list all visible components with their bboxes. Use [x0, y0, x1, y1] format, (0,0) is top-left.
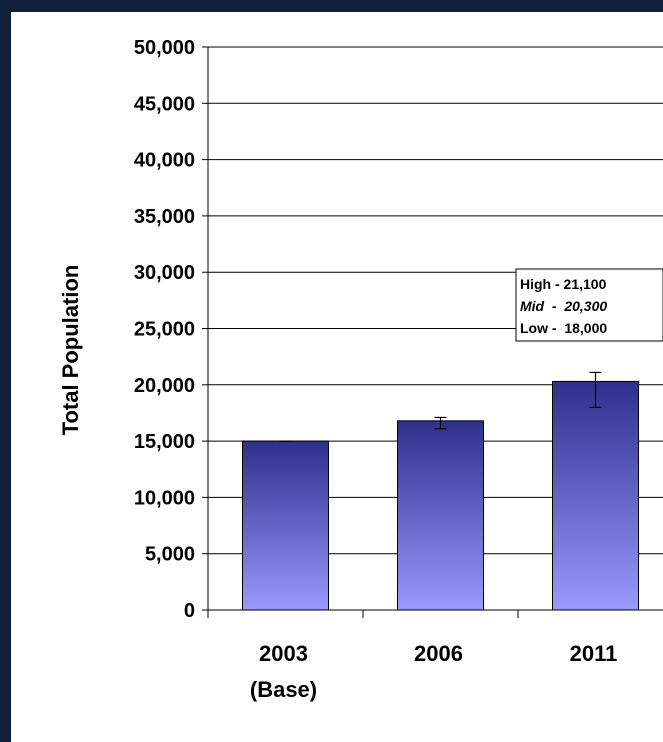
note-high: High - 21,100: [520, 276, 607, 292]
note-mid: Mid - 20,300: [520, 298, 607, 314]
axes: [207, 47, 663, 618]
bar-2011: [552, 380, 639, 611]
y-tick-label: 45,000: [134, 93, 195, 115]
bar-2003: [242, 440, 329, 611]
x-category-label: 2006: [414, 641, 463, 666]
y-tick-label: 15,000: [134, 431, 195, 453]
y-tick-label: 10,000: [134, 487, 195, 509]
error-bars: [279, 371, 602, 442]
bar-2006: [397, 420, 484, 611]
chart-frame: 0 5,000 10,000 15,000 20,000 25,000 30,000 35,0…: [11, 12, 663, 742]
y-tick-label: 40,000: [134, 150, 195, 172]
x-category-label: 2003: [259, 641, 308, 666]
note-border: [515, 268, 663, 342]
y-tick-label: 50,000: [134, 37, 195, 59]
projection-note: High - 21,100 Mid - 20,300 Low - 18,000: [515, 268, 663, 342]
y-axis-title: Total Population: [58, 265, 83, 436]
y-tick-labels: 0 5,000 10,000 15,000 20,000 25,000 30,000 35,0…: [134, 37, 208, 622]
x-category-labels: 2003 (Base) 2006 2011: [250, 641, 617, 702]
x-category-label: 2011: [570, 641, 618, 666]
note-low: Low - 18,000: [520, 320, 607, 336]
y-tick-label: 35,000: [134, 206, 195, 228]
y-tick-label: 25,000: [134, 319, 195, 341]
y-tick-label: 30,000: [134, 262, 195, 284]
bars: [242, 380, 639, 611]
y-tick-label: 5,000: [145, 544, 195, 566]
y-tick-label: 20,000: [134, 375, 195, 397]
x-category-sublabel: (Base): [250, 677, 317, 702]
y-tick-label: 0: [184, 600, 195, 622]
population-bar-chart: 0 5,000 10,000 15,000 20,000 25,000 30,000 35,0…: [58, 37, 663, 702]
